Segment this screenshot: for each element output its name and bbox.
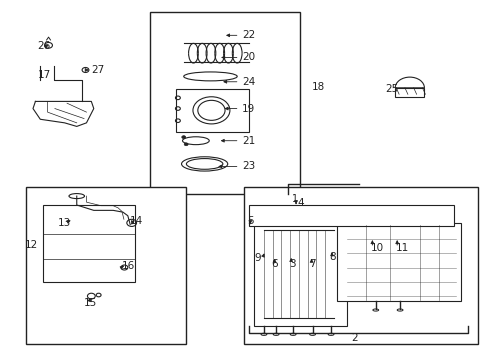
Text: 17: 17 [38,70,51,80]
FancyBboxPatch shape [249,205,453,226]
Text: 1: 1 [291,194,297,203]
FancyBboxPatch shape [149,12,300,194]
FancyBboxPatch shape [244,187,477,344]
Text: 2: 2 [351,333,357,343]
Text: 24: 24 [242,77,255,87]
Text: 16: 16 [122,261,135,271]
Text: 21: 21 [242,136,255,146]
Text: 11: 11 [395,243,408,253]
Text: 12: 12 [25,240,38,250]
Text: 26: 26 [37,41,50,51]
Text: 4: 4 [296,198,303,208]
Text: 3: 3 [288,259,295,269]
Circle shape [184,143,188,146]
Text: 8: 8 [329,252,336,262]
Text: 14: 14 [130,216,143,226]
Text: 18: 18 [311,82,324,92]
FancyBboxPatch shape [254,219,346,327]
Text: 22: 22 [242,30,255,40]
FancyBboxPatch shape [176,89,249,132]
Text: 25: 25 [385,84,398,94]
FancyBboxPatch shape [42,205,135,282]
Text: 6: 6 [271,259,278,269]
Text: 15: 15 [84,298,97,308]
Text: 10: 10 [370,243,383,253]
Text: 27: 27 [91,65,104,75]
Text: 9: 9 [254,253,260,263]
Text: 7: 7 [308,259,315,269]
FancyBboxPatch shape [26,187,186,344]
Text: 23: 23 [242,161,255,171]
Text: 20: 20 [242,53,255,63]
Text: 19: 19 [242,104,255,113]
Text: 5: 5 [247,216,254,226]
Bar [394,88,424,97]
FancyBboxPatch shape [336,223,460,301]
Text: 13: 13 [58,218,71,228]
Circle shape [182,136,185,139]
